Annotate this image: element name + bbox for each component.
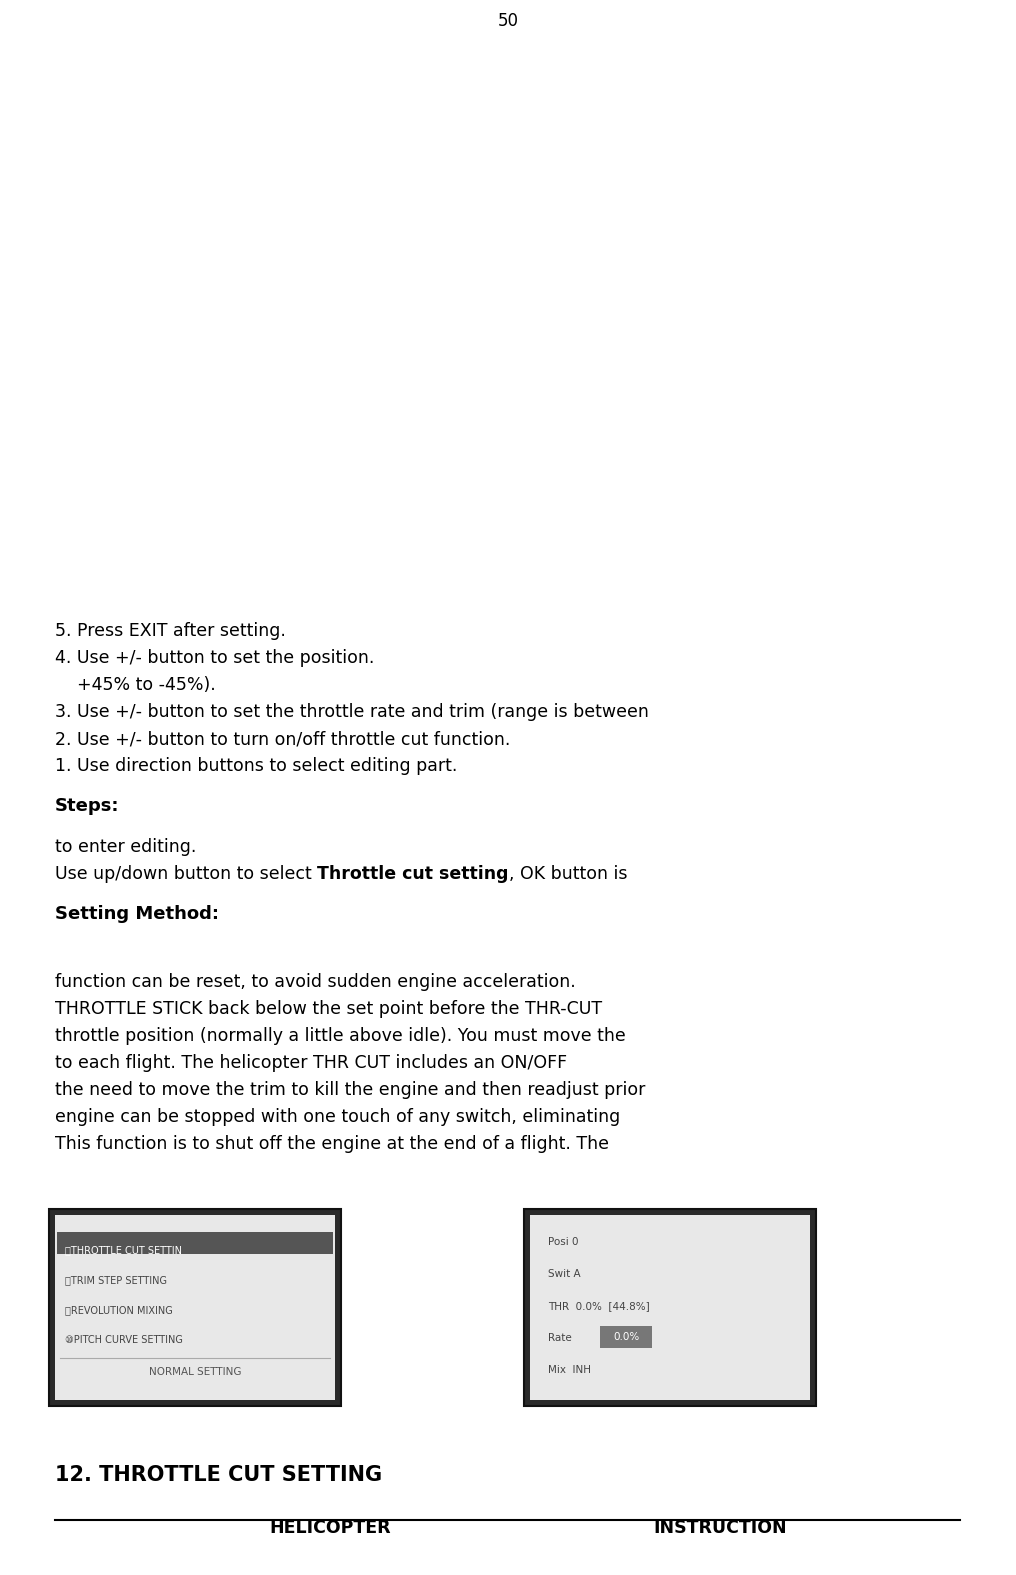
Text: 3. Use +/- button to set the throttle rate and trim (range is between: 3. Use +/- button to set the throttle ra… — [55, 702, 649, 721]
Bar — [49, 1210, 341, 1406]
Text: 12. THROTTLE CUT SETTING: 12. THROTTLE CUT SETTING — [55, 1465, 382, 1485]
Text: ⑬THROTTLE CUT SETTIN: ⑬THROTTLE CUT SETTIN — [65, 1244, 182, 1255]
Text: 1. Use direction buttons to select editing part.: 1. Use direction buttons to select editi… — [55, 758, 457, 775]
Text: ⑪REVOLUTION MIXING: ⑪REVOLUTION MIXING — [65, 1306, 173, 1315]
Text: INSTRUCTION: INSTRUCTION — [653, 1518, 786, 1537]
Text: to enter editing.: to enter editing. — [55, 838, 196, 855]
Text: , OK button is: , OK button is — [509, 865, 627, 884]
Text: the need to move the trim to kill the engine and then readjust prior: the need to move the trim to kill the en… — [55, 1080, 645, 1099]
Text: 4. Use +/- button to set the position.: 4. Use +/- button to set the position. — [55, 649, 374, 666]
Text: +45% to -45%).: +45% to -45%). — [55, 676, 215, 695]
Text: 2. Use +/- button to turn on/off throttle cut function.: 2. Use +/- button to turn on/off throttl… — [55, 729, 510, 748]
Text: Mix  INH: Mix INH — [548, 1366, 591, 1375]
Text: function can be reset, to avoid sudden engine acceleration.: function can be reset, to avoid sudden e… — [55, 973, 576, 991]
Text: Setting Method:: Setting Method: — [55, 906, 219, 923]
Bar — [57, 1232, 333, 1254]
Text: THR  0.0%  [44.8%]: THR 0.0% [44.8%] — [548, 1301, 650, 1310]
Text: HELICOPTER: HELICOPTER — [269, 1518, 391, 1537]
Text: THROTTLE STICK back below the set point before the THR-CUT: THROTTLE STICK back below the set point … — [55, 1000, 602, 1017]
Text: Steps:: Steps: — [55, 797, 120, 814]
Text: Swit A: Swit A — [548, 1269, 580, 1279]
Text: 50: 50 — [498, 13, 518, 30]
Text: Throttle cut setting: Throttle cut setting — [317, 865, 509, 884]
Text: Use up/down button to select: Use up/down button to select — [55, 865, 317, 884]
Bar — [600, 1326, 652, 1348]
Bar — [530, 1214, 810, 1400]
Text: Rate: Rate — [548, 1332, 572, 1343]
Text: to each flight. The helicopter THR CUT includes an ON/OFF: to each flight. The helicopter THR CUT i… — [55, 1054, 567, 1073]
Text: NORMAL SETTING: NORMAL SETTING — [148, 1367, 241, 1377]
Text: Posi 0: Posi 0 — [548, 1236, 578, 1247]
Text: 0.0%: 0.0% — [613, 1332, 639, 1342]
Text: throttle position (normally a little above idle). You must move the: throttle position (normally a little abo… — [55, 1027, 626, 1044]
Text: This function is to shut off the engine at the end of a flight. The: This function is to shut off the engine … — [55, 1136, 609, 1153]
Text: engine can be stopped with one touch of any switch, eliminating: engine can be stopped with one touch of … — [55, 1107, 620, 1126]
Bar — [524, 1210, 816, 1406]
Bar — [55, 1214, 335, 1400]
Text: ⑫TRIM STEP SETTING: ⑫TRIM STEP SETTING — [65, 1276, 167, 1285]
Text: 5. Press EXIT after setting.: 5. Press EXIT after setting. — [55, 622, 285, 639]
Text: ⑩PITCH CURVE SETTING: ⑩PITCH CURVE SETTING — [65, 1336, 183, 1345]
